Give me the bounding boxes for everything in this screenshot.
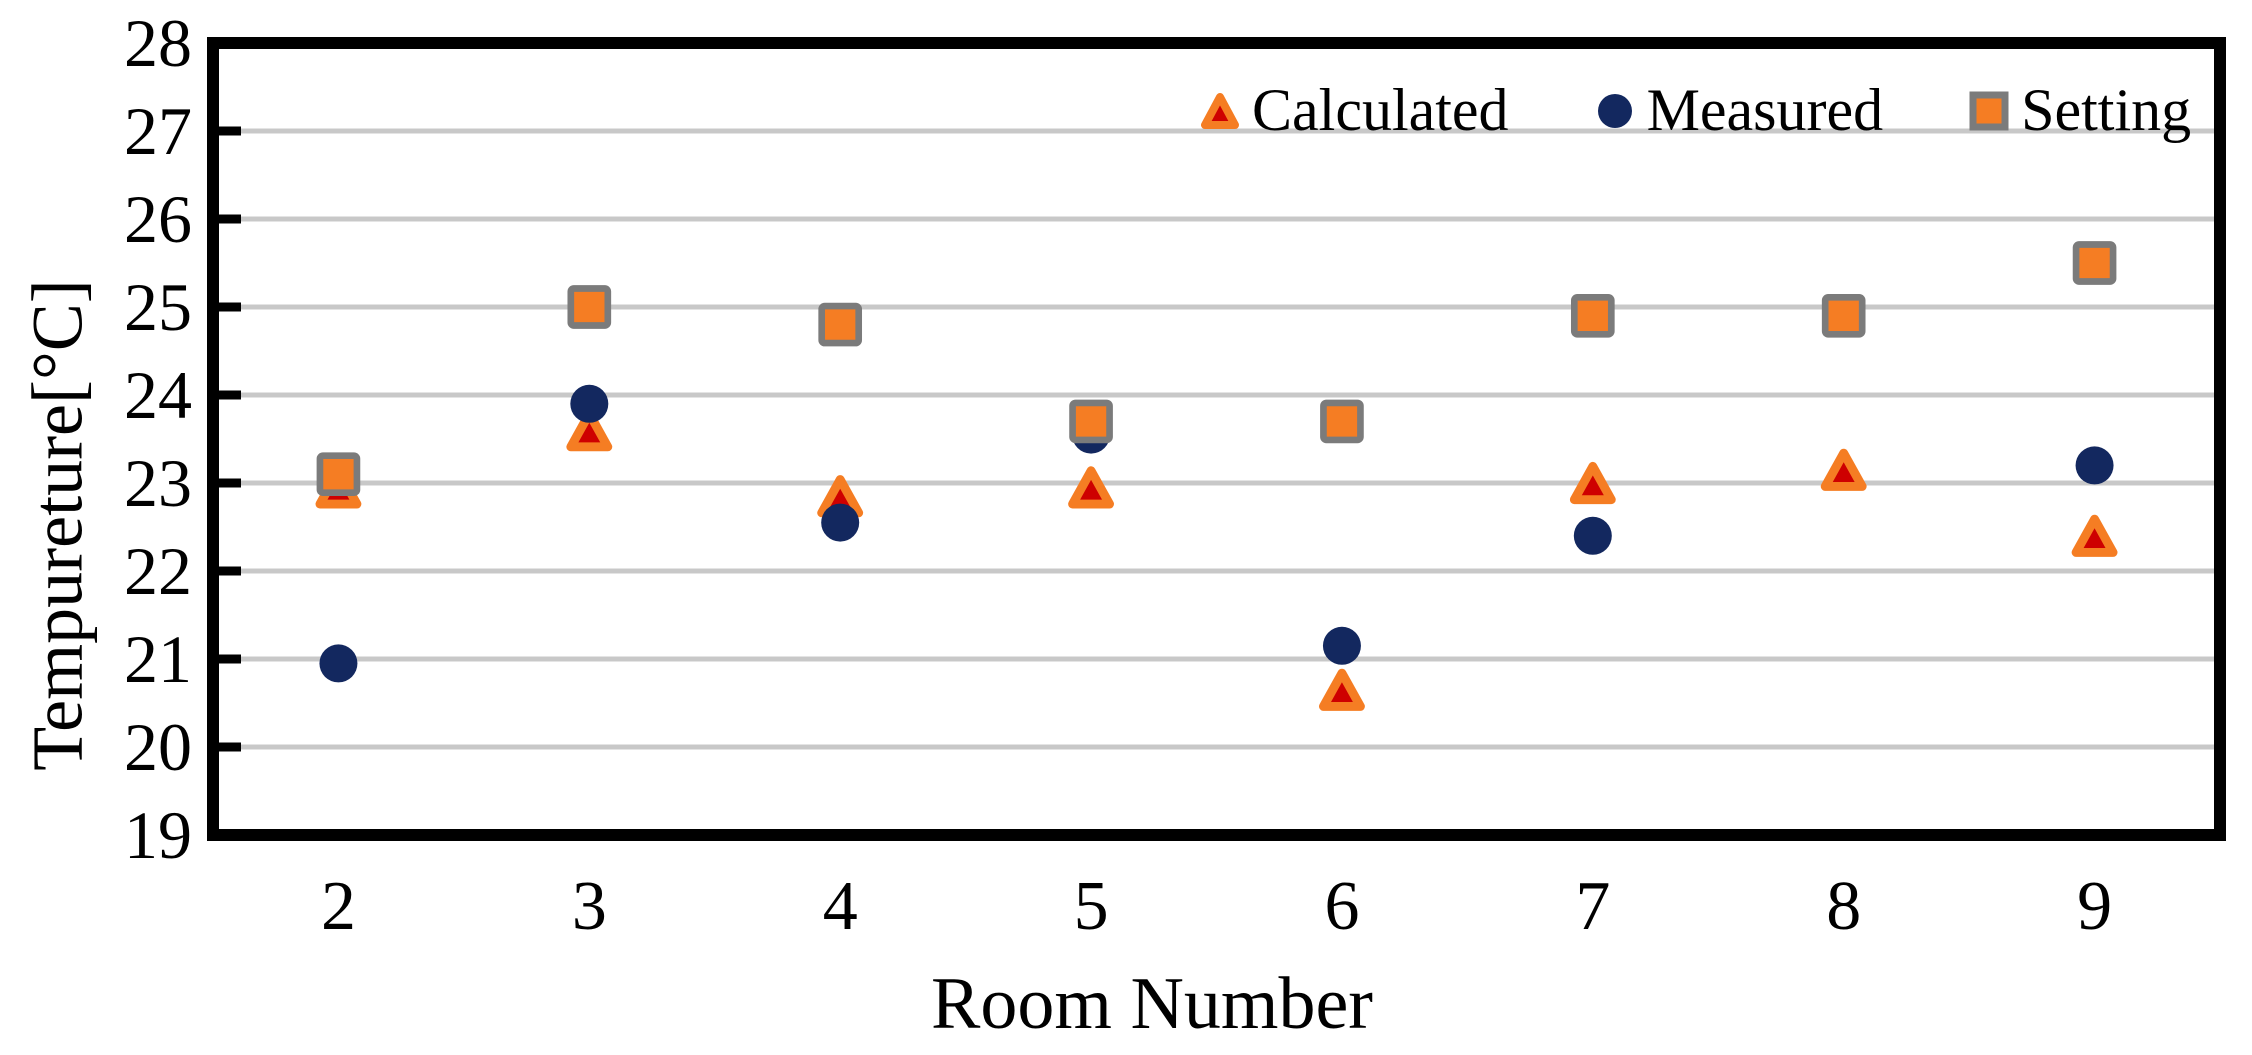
marker-calculated-room-6 (1318, 668, 1365, 711)
legend-triangle-icon (1198, 89, 1242, 133)
legend-square-icon (1967, 89, 2011, 133)
y-tick-label-20: 20 (124, 709, 192, 785)
y-tick-label-25: 25 (124, 269, 192, 345)
x-tick-label-4: 4 (822, 868, 858, 945)
marker-calculated-room-8 (1820, 448, 1867, 491)
marker-setting-room-4 (818, 302, 863, 347)
x-tick-label-3: 3 (571, 868, 607, 945)
marker-setting-room-7 (1570, 293, 1615, 338)
marker-measured-room-9 (2075, 446, 2114, 485)
legend-label-calculated: Calculated (1252, 77, 1509, 143)
marker-setting-room-5 (1069, 399, 1113, 444)
legend-item-setting: Setting (1967, 76, 2191, 145)
y-tick-label-21: 21 (124, 621, 192, 697)
legend-triangle-glyph (1201, 92, 1239, 129)
marker-setting-room-6 (1320, 399, 1364, 444)
legend-circle-glyph (1597, 93, 1632, 128)
x-tick-label-6: 6 (1324, 868, 1360, 945)
y-tick-label-22: 22 (124, 533, 192, 609)
x-tick-label-7: 7 (1575, 868, 1611, 945)
y-tick-label-26: 26 (124, 181, 192, 257)
marker-setting-room-9 (2072, 241, 2117, 285)
marker-calculated-room-7 (1569, 461, 1616, 505)
marker-measured-room-7 (1573, 516, 1612, 555)
marker-measured-room-2 (319, 644, 358, 683)
plot-border (207, 37, 2226, 841)
marker-calculated-room-9 (2071, 514, 2118, 557)
legend-square-glyph (1969, 91, 2009, 130)
marker-setting-room-8 (1821, 293, 1866, 338)
y-tick-label-28: 28 (124, 5, 192, 81)
legend-label-setting: Setting (2021, 77, 2192, 143)
y-tick-label-27: 27 (124, 93, 192, 169)
x-tick-label-2: 2 (320, 868, 356, 945)
marker-calculated-room-3 (566, 409, 613, 452)
legend-item-calculated: Calculated (1198, 76, 1509, 145)
marker-measured-room-4 (821, 503, 860, 542)
marker-setting-room-2 (316, 452, 361, 497)
marker-setting-room-3 (567, 285, 612, 329)
legend-circle-icon (1593, 89, 1637, 133)
x-tick-label-9: 9 (2077, 868, 2113, 945)
x-tick-label-8: 8 (1826, 868, 1862, 945)
y-tick-label-23: 23 (124, 445, 192, 521)
y-tick-label-24: 24 (124, 357, 192, 433)
marker-measured-room-3 (570, 384, 609, 423)
legend-label-measured: Measured (1646, 77, 1884, 143)
marker-calculated-room-5 (1068, 466, 1115, 509)
y-axis-title: Tempureture[°C] (17, 279, 98, 771)
x-axis-title: Room Number (931, 963, 1373, 1045)
marker-measured-room-6 (1322, 626, 1361, 665)
x-tick-label-5: 5 (1073, 868, 1109, 945)
legend-item-measured: Measured (1593, 76, 1884, 145)
chart-legend: Calculated Measured Setting (1198, 76, 2191, 145)
y-tick-label-19: 19 (124, 797, 192, 873)
